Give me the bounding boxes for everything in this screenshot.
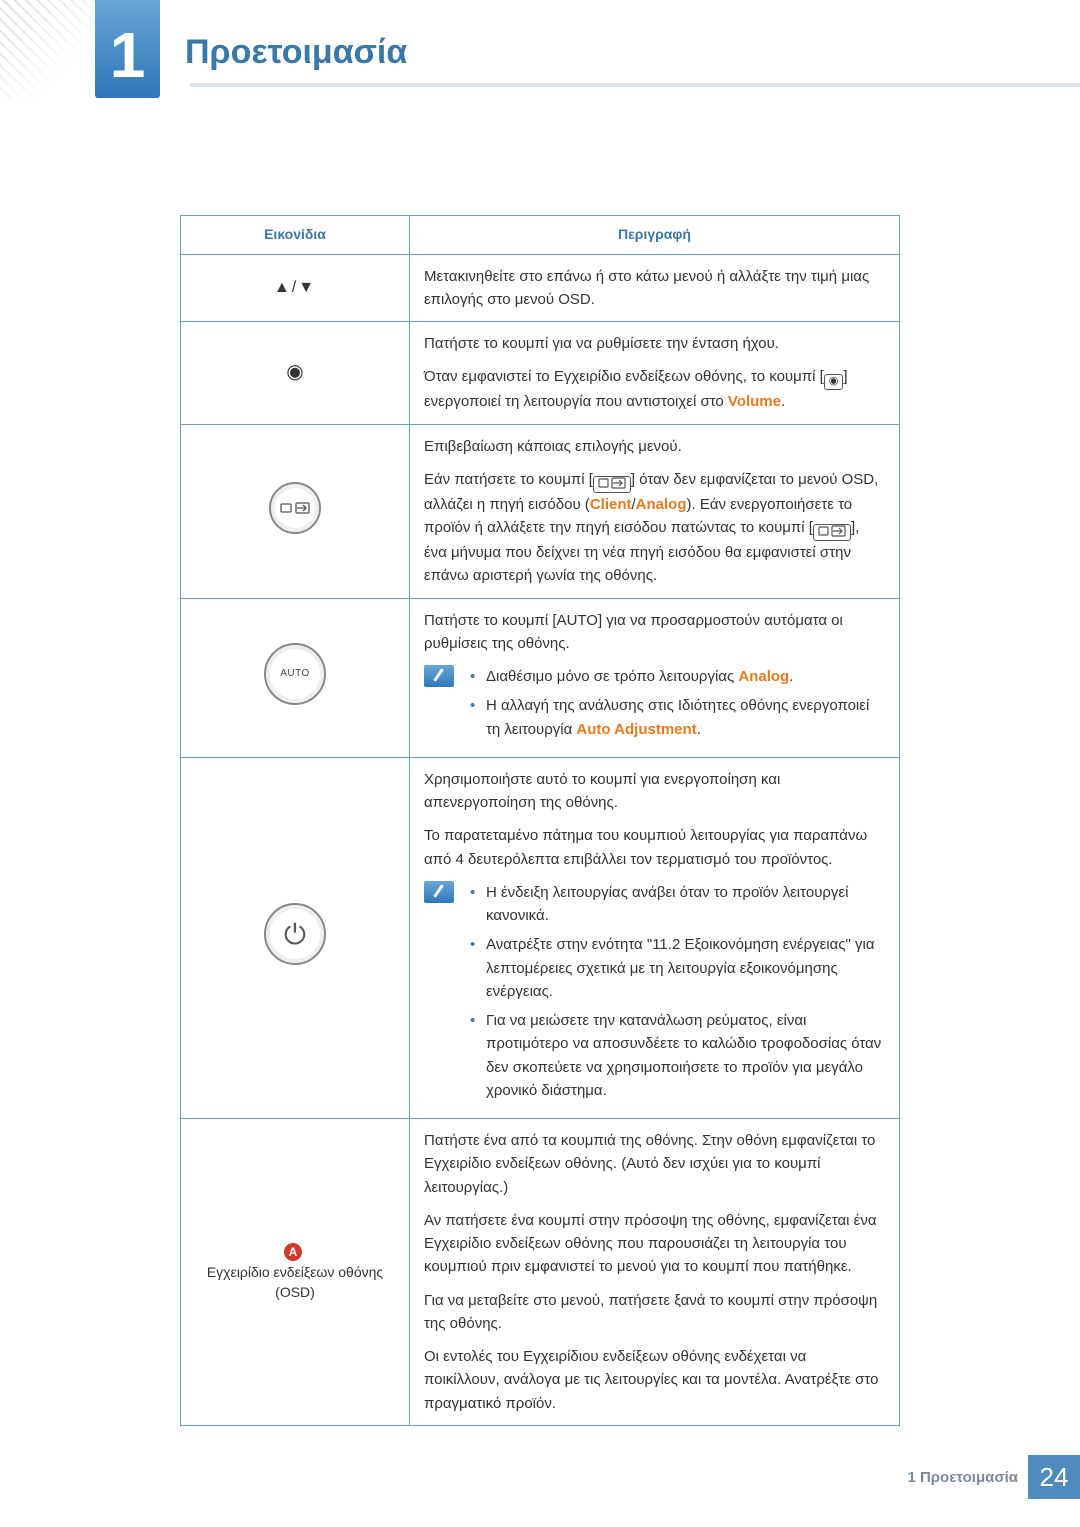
- note-item: Η αλλαγή της ανάλυσης στις Ιδιότητες οθό…: [486, 694, 885, 741]
- table-row: A Εγχειρίδιο ενδείξεων οθόνης (OSD) Πατή…: [181, 1119, 900, 1426]
- note-block: Διαθέσιμο μόνο σε τρόπο λειτουργίας Anal…: [424, 665, 885, 747]
- text-fragment: .: [781, 393, 785, 410]
- icon-cell-auto: AUTO: [181, 598, 410, 757]
- record-icon: ◉: [286, 361, 303, 383]
- source-inline-icon: [813, 524, 851, 541]
- desc-cell: Χρησιμοποιήστε αυτό το κουμπί για ενεργο…: [410, 757, 900, 1118]
- source-button-icon: [269, 482, 321, 534]
- footer-page-number: 24: [1028, 1455, 1080, 1499]
- text-fragment: Διαθέσιμο μόνο σε τρόπο λειτουργίας: [486, 668, 738, 685]
- icon-cell-power: ⏻: [181, 757, 410, 1118]
- table-row: ◉ Πατήστε το κουμπί για να ρυθμίσετε την…: [181, 322, 900, 425]
- desc-text: Πατήστε το κουμπί για να ρυθμίσετε την έ…: [424, 332, 885, 355]
- note-block: Η ένδειξη λειτουργίας ανάβει όταν το προ…: [424, 881, 885, 1108]
- desc-cell: Πατήστε ένα από τα κουμπιά της οθόνης. Σ…: [410, 1119, 900, 1426]
- power-icon: ⏻: [266, 905, 324, 963]
- table-row: AUTO Πατήστε το κουμπί [AUTO] για να προ…: [181, 598, 900, 757]
- volume-keyword: Volume: [728, 393, 781, 410]
- desc-text: Όταν εμφανιστεί το Εγχειρίδιο ενδείξεων …: [424, 365, 885, 413]
- table-wrapper: Εικονίδια Περιγραφή ▲/▼ Μετακινηθείτε στ…: [180, 215, 900, 1426]
- desc-text: Πατήστε το κουμπί [AUTO] για να προσαρμο…: [424, 609, 885, 656]
- note-item: Για να μειώσετε την κατανάλωση ρεύματος,…: [486, 1009, 885, 1102]
- auto-adjustment-keyword: Auto Adjustment: [576, 721, 696, 738]
- note-item: Διαθέσιμο μόνο σε τρόπο λειτουργίας Anal…: [486, 665, 885, 688]
- client-keyword: Client: [590, 496, 632, 513]
- icon-cell-osd-guide: A Εγχειρίδιο ενδείξεων οθόνης (OSD): [181, 1119, 410, 1426]
- table-row: ⏻ Χρησιμοποιήστε αυτό το κουμπί για ενερ…: [181, 757, 900, 1118]
- icon-cell-volume: ◉: [181, 322, 410, 425]
- desc-text: Χρησιμοποιήστε αυτό το κουμπί για ενεργο…: [424, 768, 885, 815]
- chapter-title: Προετοιμασία: [185, 33, 407, 72]
- page-footer: 1 Προετοιμασία 24: [907, 1455, 1080, 1499]
- text-fragment: Πατήστε το κουμπί [: [424, 612, 557, 629]
- note-list: Διαθέσιμο μόνο σε τρόπο λειτουργίας Anal…: [468, 665, 885, 747]
- desc-cell: Πατήστε το κουμπί για να ρυθμίσετε την έ…: [410, 322, 900, 425]
- header-description: Περιγραφή: [410, 216, 900, 255]
- desc-cell: Επιβεβαίωση κάποιας επιλογής μενού. Εάν …: [410, 424, 900, 598]
- badge-a-icon: A: [284, 1243, 302, 1261]
- source-glyphs: [271, 484, 319, 532]
- desc-text: Εάν πατήσετε το κουμπί [] όταν δεν εμφαν…: [424, 468, 885, 588]
- desc-text: Το παρατεταμένο πάτημα του κουμπιού λειτ…: [424, 824, 885, 871]
- text-fragment: Όταν εμφανιστεί το Εγχειρίδιο ενδείξεων …: [424, 368, 824, 385]
- power-button-icon: ⏻: [264, 903, 326, 965]
- text-fragment: Εάν πατήσετε το κουμπί [: [424, 471, 593, 488]
- desc-cell: Μετακινηθείτε στο επάνω ή στο κάτω μενού…: [410, 254, 900, 322]
- icon-cell-up-down: ▲/▼: [181, 254, 410, 322]
- note-list: Η ένδειξη λειτουργίας ανάβει όταν το προ…: [468, 881, 885, 1108]
- auto-label: AUTO: [266, 645, 324, 703]
- note-item: Η ένδειξη λειτουργίας ανάβει όταν το προ…: [486, 881, 885, 928]
- desc-text: Για να μεταβείτε στο μενού, πατήσετε ξαν…: [424, 1289, 885, 1336]
- table-row: ▲/▼ Μετακινηθείτε στο επάνω ή στο κάτω μ…: [181, 254, 900, 322]
- page: 1 Προετοιμασία Εικονίδια Περιγραφή ▲/▼ Μ…: [0, 0, 1080, 1527]
- text-fragment: .: [697, 721, 701, 738]
- desc-cell: Πατήστε το κουμπί [AUTO] για να προσαρμο…: [410, 598, 900, 757]
- desc-text: Οι εντολές του Εγχειρίδιου ενδείξεων οθό…: [424, 1345, 885, 1415]
- note-icon: [424, 881, 454, 903]
- desc-text: Αν πατήσετε ένα κουμπί στην πρόσοψη της …: [424, 1209, 885, 1279]
- record-inline-icon: ◉: [824, 374, 844, 390]
- chapter-number-badge: 1: [95, 0, 160, 98]
- footer-text: 1 Προετοιμασία: [907, 1469, 1018, 1486]
- desc-text: Πατήστε ένα από τα κουμπιά της οθόνης. Σ…: [424, 1129, 885, 1199]
- source-inline-icon: [593, 476, 631, 493]
- chapter-header: 1 Προετοιμασία: [0, 0, 1080, 105]
- header-icons: Εικονίδια: [181, 216, 410, 255]
- analog-keyword: Analog: [636, 496, 687, 513]
- controls-table: Εικονίδια Περιγραφή ▲/▼ Μετακινηθείτε στ…: [180, 215, 900, 1426]
- up-down-icon: ▲/▼: [274, 279, 316, 296]
- auto-button-icon: AUTO: [264, 643, 326, 705]
- table-row: Επιβεβαίωση κάποιας επιλογής μενού. Εάν …: [181, 424, 900, 598]
- header-rule: [190, 83, 1080, 87]
- osd-guide-label: Εγχειρίδιο ενδείξεων οθόνης (OSD): [195, 1263, 395, 1302]
- desc-text: Επιβεβαίωση κάποιας επιλογής μενού.: [424, 435, 885, 458]
- analog-keyword: Analog: [738, 668, 789, 685]
- auto-inline: AUTO: [557, 612, 598, 629]
- icon-cell-source: [181, 424, 410, 598]
- note-icon: [424, 665, 454, 687]
- text-fragment: .: [789, 668, 793, 685]
- desc-text: Μετακινηθείτε στο επάνω ή στο κάτω μενού…: [424, 265, 885, 312]
- note-item: Ανατρέξτε στην ενότητα "11.2 Εξοικονόμησ…: [486, 933, 885, 1003]
